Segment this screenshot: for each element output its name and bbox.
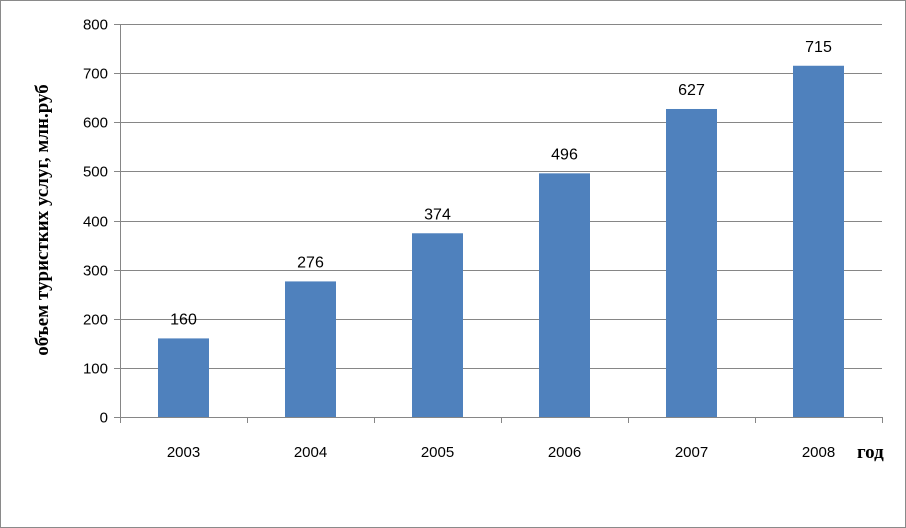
grid-lines [120,24,882,369]
y-tick-label: 200 [83,312,108,329]
y-tick-label: 600 [83,115,108,132]
x-axis-title: год [857,442,884,463]
axes [114,24,883,423]
x-tick-label-2005: 2005 [421,444,454,461]
data-label-2004: 276 [297,254,324,271]
x-tick-label-2004: 2004 [294,444,327,461]
bar-2005 [412,233,463,417]
y-tick-label: 300 [83,263,108,280]
x-tick-label-2006: 2006 [548,444,581,461]
bar-2003 [158,338,209,417]
data-label-2007: 627 [678,82,705,99]
bar-2006 [539,173,590,417]
y-tick-label: 0 [100,410,108,427]
bar-2004 [285,281,336,417]
x-tick-label-2003: 2003 [167,444,200,461]
bar-2008 [793,65,844,417]
bars [158,65,844,417]
x-tick-label-2008: 2008 [802,444,835,461]
y-tick-label: 500 [83,164,108,181]
y-tick-label: 700 [83,66,108,83]
y-tick-label: 400 [83,214,108,231]
y-tick-label: 800 [83,17,108,34]
bar-2007 [666,108,717,417]
data-label-2008: 715 [805,39,832,56]
data-label-2005: 374 [424,206,451,223]
y-tick-label: 100 [83,361,108,378]
data-label-2003: 160 [170,311,197,328]
labels: 0 100 200 300 400 500 600 700 800 160 2003 276 2004 3… [83,17,835,462]
data-label-2006: 496 [551,146,578,163]
y-axis-title: объем туристких услуг, млн.руб [32,84,53,356]
x-tick-label-2007: 2007 [675,444,708,461]
